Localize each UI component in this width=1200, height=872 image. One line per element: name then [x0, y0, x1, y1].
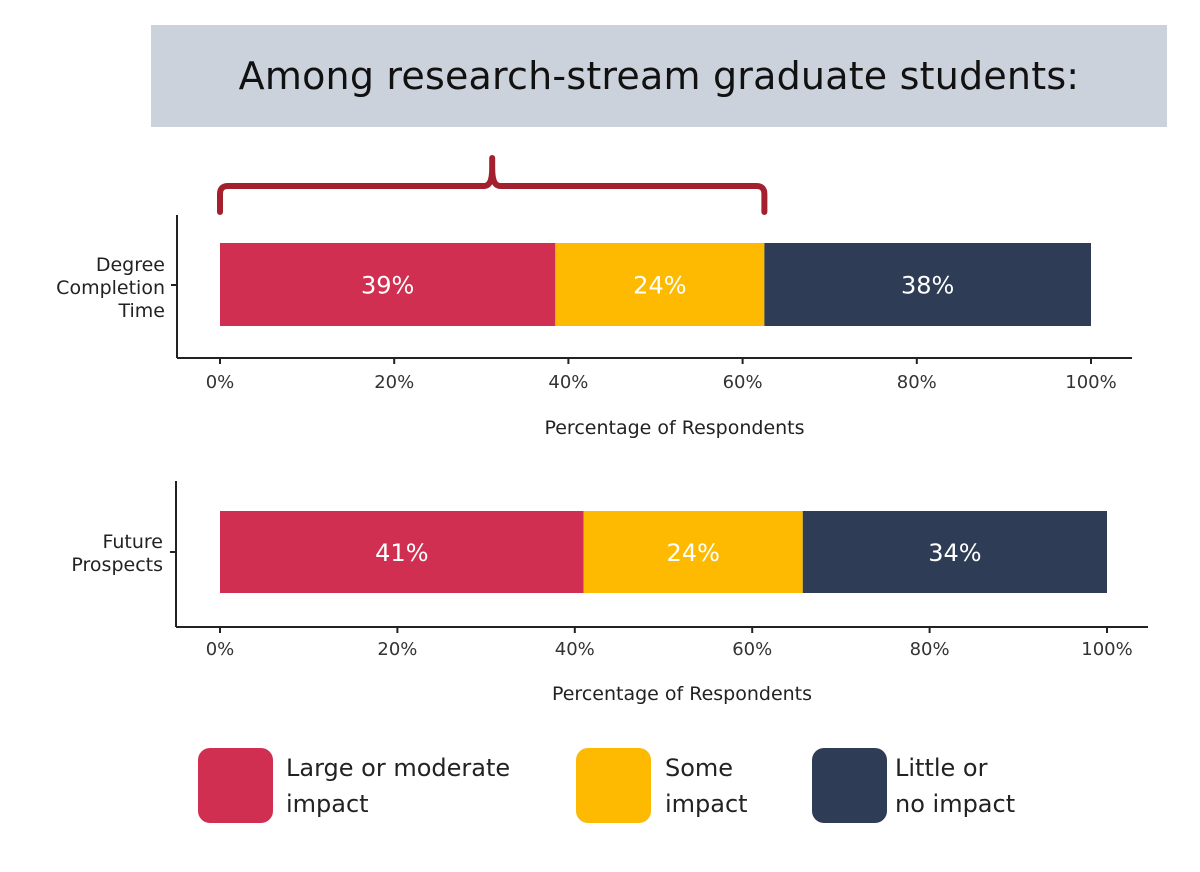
category-label-degree-completion-time: Degree Completion Time	[20, 254, 165, 323]
bar-data-label: 24%	[667, 539, 720, 567]
x-tick-label: 60%	[732, 639, 772, 660]
bar-segment	[583, 511, 803, 593]
bar-segment	[764, 243, 1091, 326]
title-banner: Among research-stream graduate students:	[151, 25, 1167, 127]
category-label-line: Completion	[56, 277, 165, 299]
x-tick-label: 80%	[910, 639, 950, 660]
x-axis-label: Percentage of Respondents	[544, 417, 804, 439]
bar-segment	[220, 243, 556, 326]
x-axis-label: Percentage of Respondents	[552, 683, 812, 705]
x-tick-label: 100%	[1065, 372, 1116, 393]
category-label-future-prospects: Future Prospects	[20, 531, 163, 577]
x-tick-label: 80%	[897, 372, 937, 393]
x-tick-label: 20%	[377, 639, 417, 660]
legend-label-line: impact	[286, 790, 369, 818]
x-tick-label: 0%	[206, 372, 235, 393]
legend-label-some: Some impact	[665, 750, 748, 822]
bar-data-label: 24%	[633, 272, 686, 300]
legend-label-line: Large or moderate	[286, 754, 511, 782]
category-label-line: Degree	[95, 254, 165, 276]
bar-data-label: 34%	[928, 539, 981, 567]
legend-label-little: Little or no impact	[895, 750, 1015, 822]
category-label-line: Time	[118, 300, 166, 322]
category-label-line: Future	[102, 531, 163, 553]
legend-swatch-some	[576, 748, 651, 823]
x-tick-label: 100%	[1081, 639, 1132, 660]
bar-data-label: 41%	[375, 539, 428, 567]
legend-swatch-large	[198, 748, 273, 823]
x-tick-label: 40%	[555, 639, 595, 660]
category-label-line: Prospects	[71, 554, 163, 576]
bar-segment	[802, 511, 1107, 593]
x-tick-label: 40%	[548, 372, 588, 393]
bar-segment	[555, 243, 765, 326]
legend-label-line: Some	[665, 754, 734, 782]
bracket-annotation	[217, 155, 768, 215]
x-tick-label: 20%	[374, 372, 414, 393]
page-title: Among research-stream graduate students:	[238, 54, 1080, 98]
x-tick-label: 0%	[206, 639, 235, 660]
legend-label-line: Little or	[895, 754, 988, 782]
bar-segment	[220, 511, 584, 593]
legend-label-line: no impact	[895, 790, 1016, 818]
bar-data-label: 39%	[361, 272, 414, 300]
legend-label-large: Large or moderate impact	[286, 750, 510, 822]
bar-data-label: 38%	[901, 272, 954, 300]
x-tick-label: 60%	[723, 372, 763, 393]
legend-swatch-little	[812, 748, 887, 823]
legend-label-line: impact	[665, 790, 748, 818]
